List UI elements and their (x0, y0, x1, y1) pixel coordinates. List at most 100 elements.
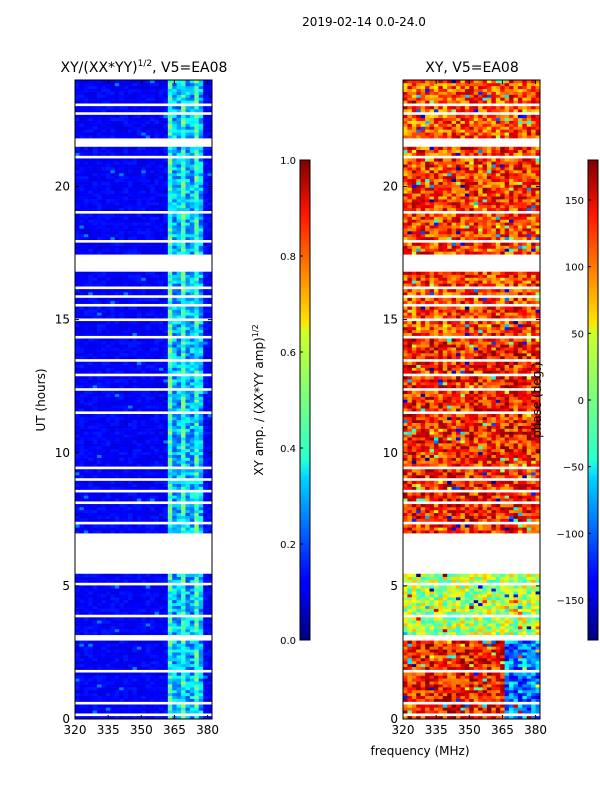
heatmap-cell (181, 245, 186, 249)
heatmap-cell (189, 315, 195, 319)
heatmap-cell (203, 126, 208, 130)
heatmap-cell (123, 193, 129, 197)
heatmap-cell (198, 617, 204, 621)
heatmap-cell (207, 323, 213, 328)
heatmap-cell (114, 167, 120, 171)
heatmap-cell (194, 170, 200, 174)
heatmap-cell (189, 117, 195, 121)
heatmap-cell (92, 181, 98, 185)
heatmap-cell (136, 530, 142, 534)
heatmap-cell (123, 132, 129, 136)
heatmap-cell (189, 274, 195, 278)
heatmap-cell (123, 164, 129, 168)
heatmap-cell (172, 347, 177, 351)
heatmap-cell (105, 660, 111, 665)
heatmap-cell (167, 292, 173, 296)
heatmap-cell (119, 678, 124, 682)
heatmap-cell (136, 123, 142, 127)
heatmap-cell (198, 370, 204, 374)
heatmap-cell (79, 457, 85, 461)
heatmap-cell (172, 515, 177, 519)
heatmap-cell (136, 419, 142, 424)
heatmap-cell (207, 126, 213, 130)
heatmap-cell (158, 605, 164, 609)
heatmap-cell (79, 666, 85, 670)
heatmap-cell (132, 454, 138, 458)
heatmap-cell (83, 710, 89, 714)
heatmap-cell (79, 405, 85, 409)
heatmap-cell (132, 448, 138, 453)
heatmap-cell (207, 530, 213, 534)
heatmap-cell (114, 451, 120, 455)
heatmap-cell (172, 454, 177, 458)
heatmap-cell (141, 492, 147, 496)
heatmap-cell (114, 393, 120, 397)
heatmap-cell (92, 620, 98, 624)
heatmap-cell (145, 498, 151, 502)
heatmap-cell (181, 443, 186, 447)
heatmap-cell (163, 329, 169, 333)
heatmap-cell (167, 332, 173, 336)
heatmap-cell (194, 457, 200, 461)
heatmap-cell (97, 207, 102, 211)
heatmap-cell (105, 626, 111, 630)
heatmap-cell (150, 448, 155, 453)
heatmap-cell (114, 280, 120, 284)
heatmap-cell (172, 321, 177, 325)
heatmap-cell (79, 117, 85, 121)
heatmap-cell (110, 425, 116, 429)
heatmap-cell (203, 585, 208, 589)
heatmap-cell (189, 405, 195, 409)
heatmap-cell (181, 396, 186, 400)
heatmap-cell (101, 149, 107, 153)
heatmap-cell (75, 329, 80, 333)
heatmap-cell (128, 367, 133, 371)
heatmap-cell (198, 684, 204, 688)
heatmap-cell (198, 457, 204, 461)
heatmap-cell (119, 617, 124, 621)
heatmap-cell (145, 626, 151, 630)
heatmap-cell (128, 393, 133, 397)
heatmap-cell (119, 172, 124, 177)
heatmap-cell (105, 509, 111, 514)
heatmap-cell (163, 271, 169, 275)
heatmap-cell (189, 509, 195, 514)
heatmap-cell (83, 643, 89, 647)
heatmap-cell (88, 530, 93, 534)
amplitude-heatmap (75, 80, 213, 720)
heatmap-cell (110, 695, 116, 699)
heatmap-cell (172, 353, 177, 357)
heatmap-cell (203, 530, 208, 534)
heatmap-cell (132, 692, 138, 697)
heatmap-cell (110, 440, 116, 444)
heatmap-cell (123, 512, 129, 516)
heatmap-cell (136, 495, 142, 499)
heatmap-cell (207, 486, 213, 490)
heatmap-cell (194, 222, 200, 226)
heatmap-cell (207, 271, 213, 275)
heatmap-cell (97, 504, 102, 508)
heatmap-cell (181, 114, 186, 119)
heatmap-cell (128, 187, 133, 191)
heatmap-cell (145, 605, 151, 609)
heatmap-cell (150, 364, 155, 368)
heatmap-cell (97, 678, 102, 682)
heatmap-cell (110, 248, 116, 252)
heatmap-cell (141, 364, 147, 368)
heatmap-cell (92, 518, 98, 522)
heatmap-cell (181, 504, 186, 508)
heatmap-cell (203, 509, 208, 514)
heatmap-cell (136, 681, 142, 685)
heatmap-cell (141, 376, 147, 380)
heatmap-cell (145, 283, 151, 287)
heatmap-cell (154, 355, 160, 360)
heatmap-cell (83, 608, 89, 612)
heatmap-cell (185, 164, 191, 168)
heatmap-cell (176, 158, 182, 162)
heatmap-cell (189, 445, 195, 450)
heatmap-cell (97, 660, 102, 665)
heatmap-cell (189, 201, 195, 206)
heatmap-cell (75, 716, 80, 720)
heatmap-cell (167, 437, 173, 441)
heatmap-cell (145, 172, 151, 177)
